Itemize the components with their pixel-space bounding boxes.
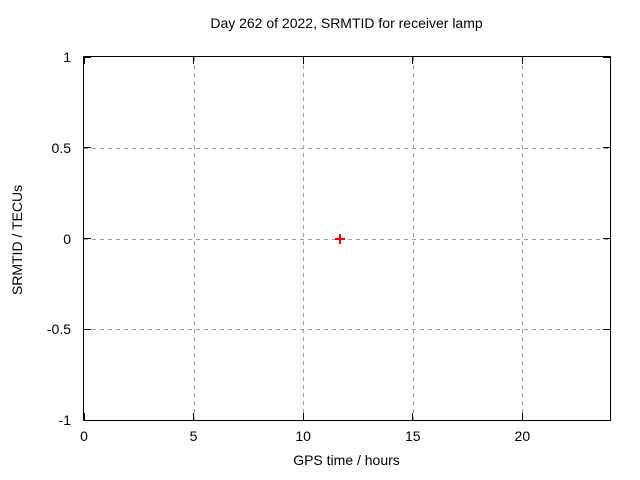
y-gridline (84, 238, 610, 240)
x-axis-label: GPS time / hours (293, 452, 400, 468)
y-tick-mark-left (84, 328, 91, 330)
plot-area (83, 56, 611, 421)
y-tick-label: -1 (58, 412, 71, 428)
y-tick-mark-right (603, 238, 610, 239)
x-tick-label: 15 (404, 428, 421, 444)
x-tick-label: 10 (295, 428, 311, 444)
x-tick-mark-top (412, 57, 414, 64)
x-tick-label: 5 (189, 428, 198, 444)
x-tick-mark-bottom (521, 413, 523, 420)
x-tick-mark-top (193, 57, 195, 64)
marker-vertical-bar (339, 233, 342, 244)
y-tick-label: 1 (63, 49, 71, 65)
chart-title: Day 262 of 2022, SRMTID for receiver lam… (210, 15, 483, 31)
y-tick-mark-right (603, 419, 610, 421)
x-tick-mark-top (302, 57, 304, 64)
x-tick-label: 0 (80, 428, 88, 444)
y-tick-label: 0 (63, 230, 71, 247)
y-tick-label: 0.5 (51, 139, 71, 156)
x-tick-mark-bottom (83, 413, 85, 420)
y-tick-label: -0.5 (46, 321, 71, 338)
y-gridline (84, 329, 610, 331)
y-gridline (84, 147, 610, 149)
x-tick-label: 20 (514, 428, 531, 444)
x-tick-mark-bottom (412, 413, 414, 420)
y-tick-mark-left (84, 238, 91, 239)
y-tick-mark-right (603, 328, 610, 330)
y-tick-mark-right (603, 147, 610, 149)
x-tick-mark-top (521, 57, 523, 64)
x-tick-mark-bottom (302, 413, 304, 420)
x-tick-mark-bottom (193, 413, 195, 420)
y-tick-mark-left (84, 56, 91, 58)
y-tick-mark-left (84, 147, 91, 149)
x-tick-mark-top (83, 57, 85, 64)
y-tick-mark-left (84, 419, 91, 421)
y-tick-mark-right (603, 56, 610, 58)
data-point-marker (335, 233, 346, 244)
